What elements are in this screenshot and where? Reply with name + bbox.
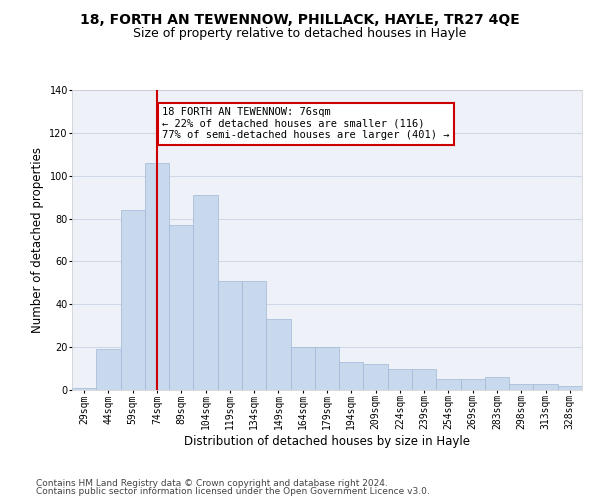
Bar <box>533 384 558 390</box>
X-axis label: Distribution of detached houses by size in Hayle: Distribution of detached houses by size … <box>184 435 470 448</box>
Text: Contains public sector information licensed under the Open Government Licence v3: Contains public sector information licen… <box>36 487 430 496</box>
Bar <box>558 386 582 390</box>
Bar <box>509 384 533 390</box>
Bar <box>72 388 96 390</box>
Bar <box>485 377 509 390</box>
Bar <box>218 280 242 390</box>
Bar <box>388 368 412 390</box>
Bar <box>339 362 364 390</box>
Bar <box>364 364 388 390</box>
Bar <box>96 350 121 390</box>
Text: 18, FORTH AN TEWENNOW, PHILLACK, HAYLE, TR27 4QE: 18, FORTH AN TEWENNOW, PHILLACK, HAYLE, … <box>80 12 520 26</box>
Bar <box>121 210 145 390</box>
Bar <box>315 347 339 390</box>
Text: Size of property relative to detached houses in Hayle: Size of property relative to detached ho… <box>133 28 467 40</box>
Text: Contains HM Land Registry data © Crown copyright and database right 2024.: Contains HM Land Registry data © Crown c… <box>36 478 388 488</box>
Text: 18 FORTH AN TEWENNOW: 76sqm
← 22% of detached houses are smaller (116)
77% of se: 18 FORTH AN TEWENNOW: 76sqm ← 22% of det… <box>162 107 449 140</box>
Bar <box>266 320 290 390</box>
Bar <box>412 368 436 390</box>
Bar <box>461 380 485 390</box>
Bar <box>242 280 266 390</box>
Bar <box>193 195 218 390</box>
Bar <box>436 380 461 390</box>
Y-axis label: Number of detached properties: Number of detached properties <box>31 147 44 333</box>
Bar <box>290 347 315 390</box>
Bar <box>169 225 193 390</box>
Bar <box>145 163 169 390</box>
